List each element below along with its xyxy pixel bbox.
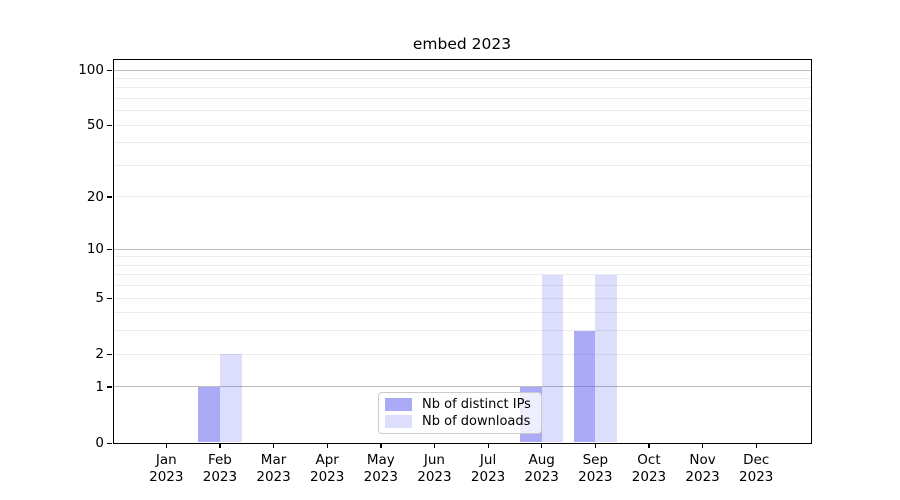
y-tick-label: 1 bbox=[95, 378, 104, 395]
x-tick-label: Apr 2023 bbox=[310, 452, 345, 485]
y-tick-label: 2 bbox=[95, 346, 104, 363]
gridline-minor bbox=[113, 264, 811, 266]
bar-downloads-sep bbox=[595, 274, 617, 443]
gridline-minor bbox=[113, 297, 811, 299]
gridline-minor bbox=[113, 196, 811, 198]
bar-distinct-ips-feb bbox=[198, 386, 220, 443]
legend-entry-distinct-ips: Nb of distinct IPs bbox=[385, 397, 535, 412]
gridline-major bbox=[113, 248, 811, 250]
gridline-minor bbox=[113, 110, 811, 112]
x-tick-label: Dec 2023 bbox=[739, 452, 774, 485]
x-tick-mark bbox=[165, 443, 167, 448]
x-tick-mark bbox=[273, 443, 275, 448]
x-tick-label: Sep 2023 bbox=[578, 452, 613, 485]
gridline-minor bbox=[113, 124, 811, 126]
x-tick-mark bbox=[326, 443, 328, 448]
x-tick-mark bbox=[755, 443, 757, 448]
legend-swatch-downloads-icon bbox=[385, 415, 412, 428]
legend-label-distinct-ips: Nb of distinct IPs bbox=[422, 397, 531, 412]
x-tick-label: Jul 2023 bbox=[470, 452, 506, 485]
x-tick-label: Jan 2023 bbox=[149, 452, 184, 485]
y-tick-label: 0 bbox=[95, 435, 104, 451]
y-tick-label: 100 bbox=[78, 62, 104, 78]
y-tick-mark bbox=[107, 124, 112, 126]
gridline-minor bbox=[113, 164, 811, 166]
x-tick-mark bbox=[219, 443, 221, 448]
gridline-minor bbox=[113, 312, 811, 314]
gridline-minor bbox=[113, 77, 811, 79]
legend-entry-downloads: Nb of downloads bbox=[385, 414, 535, 429]
bar-downloads-feb bbox=[219, 354, 242, 443]
x-tick-mark bbox=[541, 443, 543, 448]
y-tick-mark bbox=[107, 248, 112, 250]
x-tick-label: Feb 2023 bbox=[202, 452, 238, 485]
x-tick-mark bbox=[433, 443, 436, 448]
gridline-minor bbox=[113, 87, 811, 89]
y-tick-mark bbox=[107, 386, 112, 388]
y-tick-label: 50 bbox=[86, 117, 104, 134]
x-tick-label: Jun 2023 bbox=[417, 452, 452, 485]
x-tick-label: Aug 2023 bbox=[524, 452, 559, 485]
chart-title: embed 2023 bbox=[412, 35, 512, 53]
y-tick-mark bbox=[107, 353, 112, 355]
gridline-major bbox=[113, 386, 811, 388]
gridline-minor bbox=[113, 330, 811, 332]
x-tick-label: Mar 2023 bbox=[256, 452, 291, 485]
x-tick-mark bbox=[380, 443, 382, 448]
x-tick-mark bbox=[702, 443, 704, 448]
y-tick-label: 10 bbox=[86, 241, 104, 258]
y-tick-mark bbox=[107, 442, 112, 444]
gridline-minor bbox=[113, 97, 811, 99]
y-tick-label: 5 bbox=[95, 290, 104, 307]
y-tick-mark bbox=[107, 69, 112, 71]
gridline-minor bbox=[113, 142, 811, 144]
x-tick-mark bbox=[594, 443, 597, 448]
bar-distinct-ips-sep bbox=[573, 330, 596, 443]
legend-label-downloads: Nb of downloads bbox=[422, 414, 531, 429]
x-tick-label: Oct 2023 bbox=[631, 452, 667, 485]
legend-swatch-distinct-ips-icon bbox=[385, 398, 412, 411]
legend: Nb of distinct IPs Nb of downloads bbox=[378, 392, 542, 434]
bar-downloads-aug bbox=[541, 274, 564, 443]
x-tick-label: May 2023 bbox=[363, 452, 398, 485]
x-tick-label: Nov 2023 bbox=[685, 452, 720, 485]
gridline-minor bbox=[113, 285, 811, 287]
y-tick-label: 20 bbox=[86, 188, 104, 205]
y-tick-mark bbox=[107, 297, 112, 299]
x-tick-mark bbox=[648, 443, 650, 448]
gridline-minor bbox=[113, 256, 811, 258]
x-tick-mark bbox=[487, 443, 489, 448]
y-tick-mark bbox=[107, 196, 112, 198]
gridline-major bbox=[113, 69, 811, 71]
gridline-minor bbox=[113, 274, 811, 276]
gridline-minor bbox=[113, 353, 811, 355]
